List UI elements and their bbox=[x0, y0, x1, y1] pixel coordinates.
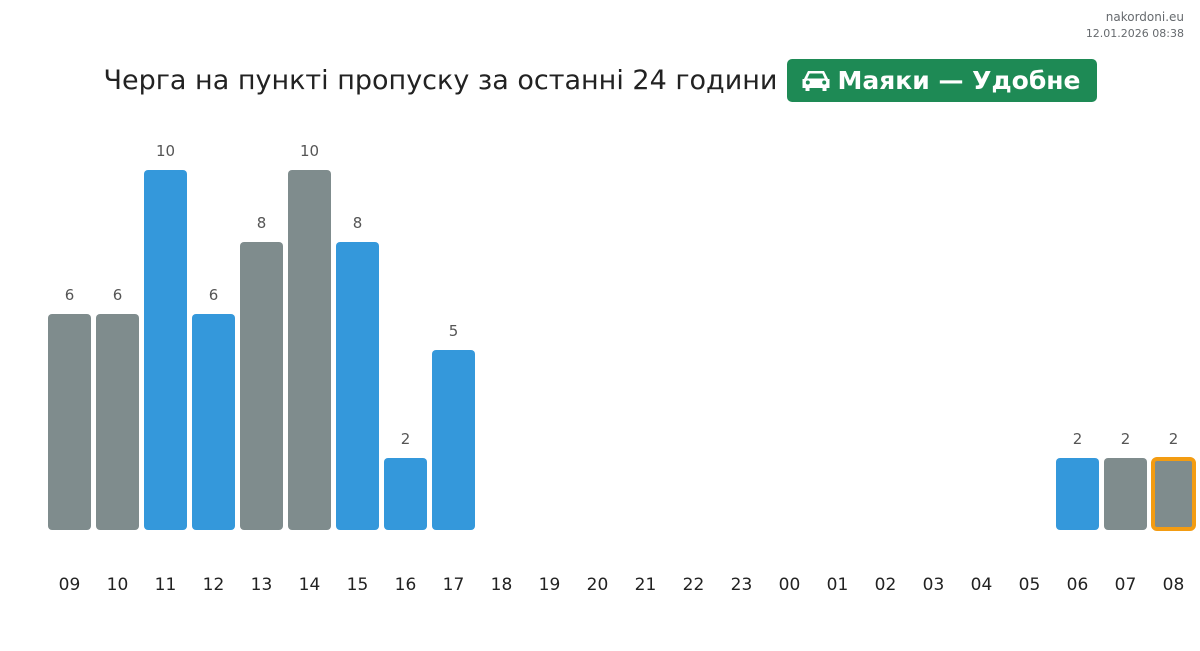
x-tick-label: 14 bbox=[299, 575, 321, 595]
title-row: Черга на пункті пропуску за останні 24 г… bbox=[0, 56, 1200, 104]
badge-label: Маяки — Удобне bbox=[837, 65, 1081, 95]
x-tick-label: 20 bbox=[587, 575, 609, 595]
x-tick-label: 05 bbox=[1019, 575, 1041, 595]
bar[interactable] bbox=[288, 170, 331, 530]
bar-current-hour[interactable] bbox=[1151, 457, 1196, 531]
bar[interactable] bbox=[144, 170, 187, 530]
x-tick-label: 03 bbox=[923, 575, 945, 595]
data-label: 8 bbox=[353, 214, 363, 232]
bar[interactable] bbox=[1104, 458, 1147, 530]
bar[interactable] bbox=[192, 314, 235, 530]
x-tick-label: 18 bbox=[491, 575, 513, 595]
x-tick-label: 13 bbox=[251, 575, 273, 595]
data-label: 5 bbox=[449, 322, 459, 340]
x-tick-label: 17 bbox=[443, 575, 465, 595]
x-tick-label: 12 bbox=[203, 575, 225, 595]
checkpoint-badge: Маяки — Удобне bbox=[787, 58, 1097, 102]
data-label: 6 bbox=[209, 286, 219, 304]
car-icon bbox=[802, 71, 830, 91]
bar[interactable] bbox=[336, 242, 379, 530]
data-label: 2 bbox=[1169, 430, 1179, 448]
data-label: 8 bbox=[257, 214, 267, 232]
x-tick-label: 21 bbox=[635, 575, 657, 595]
bar[interactable] bbox=[1056, 458, 1099, 530]
data-label: 10 bbox=[156, 142, 175, 160]
x-tick-label: 08 bbox=[1163, 575, 1185, 595]
timestamp: 12.01.2026 08:38 bbox=[1085, 27, 1184, 40]
x-tick-label: 23 bbox=[731, 575, 753, 595]
x-tick-label: 02 bbox=[875, 575, 897, 595]
data-label: 2 bbox=[401, 430, 411, 448]
x-tick-label: 10 bbox=[107, 575, 129, 595]
bar[interactable] bbox=[240, 242, 283, 530]
bar[interactable] bbox=[384, 458, 427, 530]
chart-title: Черга на пункті пропуску за останні 24 г… bbox=[103, 64, 778, 96]
site-name: nakordoni.eu bbox=[1105, 10, 1184, 24]
x-tick-label: 11 bbox=[155, 575, 177, 595]
x-tick-label: 07 bbox=[1115, 575, 1137, 595]
data-label: 2 bbox=[1073, 430, 1083, 448]
x-tick-label: 22 bbox=[683, 575, 705, 595]
bar[interactable] bbox=[432, 350, 475, 530]
x-tick-label: 16 bbox=[395, 575, 417, 595]
x-tick-label: 15 bbox=[347, 575, 369, 595]
x-tick-label: 06 bbox=[1067, 575, 1089, 595]
bar[interactable] bbox=[96, 314, 139, 530]
data-label: 6 bbox=[65, 286, 75, 304]
data-label: 10 bbox=[300, 142, 319, 160]
x-tick-label: 01 bbox=[827, 575, 849, 595]
x-tick-label: 09 bbox=[59, 575, 81, 595]
data-label: 2 bbox=[1121, 430, 1131, 448]
bar[interactable] bbox=[48, 314, 91, 530]
x-tick-label: 04 bbox=[971, 575, 993, 595]
x-tick-label: 19 bbox=[539, 575, 561, 595]
x-tick-label: 00 bbox=[779, 575, 801, 595]
data-label: 6 bbox=[113, 286, 123, 304]
